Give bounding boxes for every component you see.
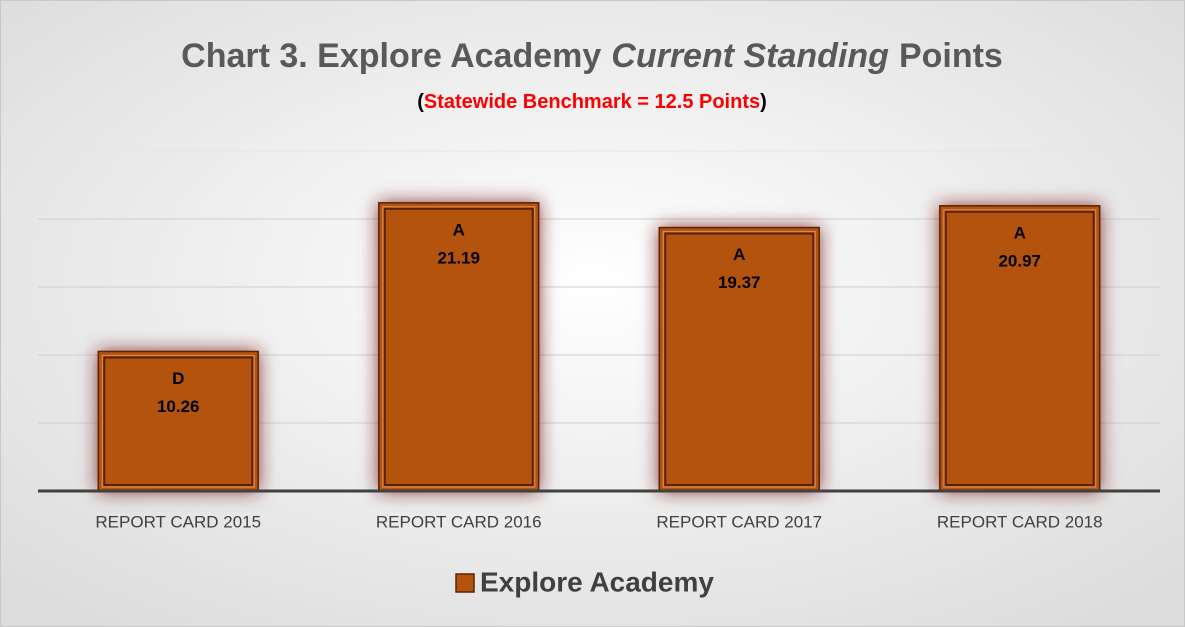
title-part: Chart 3. Explore Academy: [181, 37, 601, 75]
bar-group: [658, 226, 820, 492]
bar-group: [939, 205, 1101, 492]
chart-title: Chart 3. Explore Academy Current Standing…: [181, 37, 1003, 75]
title-part: Points: [899, 37, 1003, 75]
x-tick-label: REPORT CARD 2018: [937, 512, 1103, 531]
bar: [378, 202, 540, 492]
x-tick-label: REPORT CARD 2016: [376, 512, 542, 531]
grade-label: D: [172, 369, 184, 388]
legend-swatch: [455, 573, 475, 593]
bar-bevel: [664, 232, 815, 486]
x-tick-label: REPORT CARD 2017: [656, 512, 822, 531]
bar-bevel: [944, 210, 1095, 486]
bar-bevel: [103, 356, 254, 486]
bar-bevel: [383, 207, 534, 486]
x-tick-label: REPORT CARD 2015: [95, 512, 261, 531]
subtitle-part: (: [417, 91, 424, 113]
bar: [97, 350, 259, 492]
title-part: Current Standing: [611, 37, 889, 75]
data-label: 20.97: [998, 251, 1041, 270]
bar-bevel-light: [382, 206, 536, 488]
bar-group: [97, 350, 259, 492]
subtitle-part: ): [760, 91, 767, 113]
subtitle-part: Statewide Benchmark = 12.5 Points: [424, 91, 760, 113]
data-label: 10.26: [157, 397, 200, 416]
bar-group: [378, 202, 540, 492]
data-label: 19.37: [718, 273, 761, 292]
chart-subtitle: (Statewide Benchmark = 12.5 Points): [417, 91, 767, 113]
bar-bevel-light: [662, 230, 816, 488]
legend-label: Explore Academy: [480, 566, 714, 597]
bar: [939, 205, 1101, 492]
data-label: 21.19: [437, 248, 480, 267]
bar-bevel-light: [101, 354, 255, 488]
bar-bevel-light: [943, 209, 1097, 488]
grade-label: A: [453, 220, 465, 239]
grade-label: A: [1014, 223, 1026, 242]
bar: [658, 226, 820, 492]
grade-label: A: [733, 245, 745, 264]
